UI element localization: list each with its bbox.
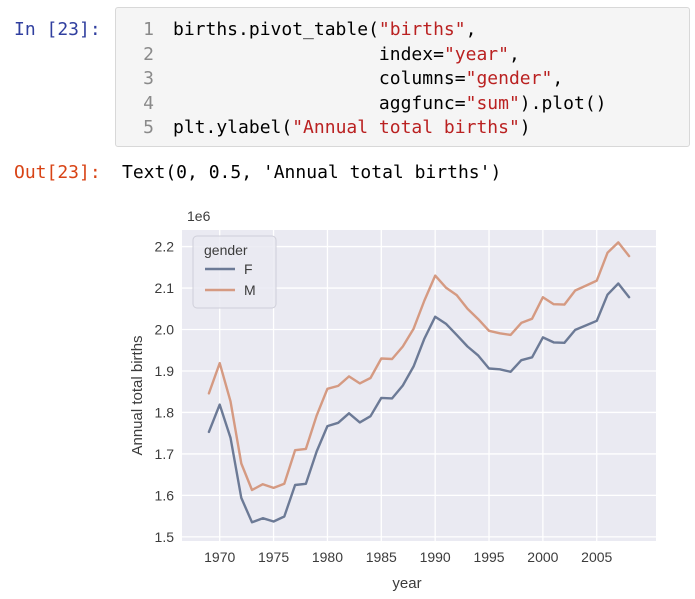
x-tick-label: 1985: [366, 549, 397, 565]
legend-label: M: [244, 282, 256, 298]
code-editor[interactable]: births.pivot_table("births", index="year…: [173, 18, 607, 141]
line-number: 1: [143, 19, 154, 40]
legend-title: gender: [204, 242, 248, 258]
output-prompt: Out[23]:: [14, 162, 101, 183]
y-tick-label: 1.6: [155, 487, 175, 503]
x-tick-label: 2005: [581, 549, 612, 565]
string-token: "gender": [465, 68, 553, 89]
input-prompt: In [23]:: [14, 19, 101, 40]
series-line-M: [207, 241, 631, 492]
x-tick-label: 1975: [258, 549, 289, 565]
code-line: columns="gender",: [173, 67, 607, 92]
code-token: ): [519, 117, 531, 138]
line-number: 5: [143, 117, 154, 138]
y-tick-label: 2.2: [155, 239, 175, 255]
code-cell[interactable]: 1 2 3 4 5 births.pivot_table("births", index…: [115, 7, 690, 147]
axis-offset-label: 1e6: [187, 208, 211, 224]
y-tick-label: 1.8: [155, 404, 175, 420]
line-number-gutter: 1 2 3 4 5: [116, 18, 160, 141]
code-line: aggfunc="sum").plot(): [173, 92, 607, 117]
code-token: aggfunc=: [173, 92, 466, 114]
line-number: 2: [143, 43, 154, 65]
string-token: "year": [443, 43, 509, 65]
x-tick-label: 1980: [312, 549, 343, 565]
code-token: plt.ylabel(: [173, 117, 293, 138]
y-tick-label: 1.9: [155, 363, 175, 379]
string-token: "sum": [465, 92, 520, 114]
code-token: births.pivot_table(: [173, 19, 379, 40]
y-axis-label: Annual total births: [129, 335, 146, 455]
output-text: Text(0, 0.5, 'Annual total births'): [122, 162, 502, 183]
code-token: columns=: [173, 68, 466, 89]
code-line: index="year",: [173, 43, 607, 68]
line-chart: 1.5 1.6 1.7 1.8 1.9 2.0 2.1 2.2 1970 1975 1980 1985…: [129, 208, 656, 592]
code-line: plt.ylabel("Annual total births"): [173, 116, 607, 141]
x-tick-label: 1970: [204, 549, 235, 565]
code-token: index=: [173, 43, 444, 65]
code-line: births.pivot_table("births",: [173, 18, 607, 43]
code-token: ,: [552, 68, 564, 89]
x-axis-label: year: [392, 575, 421, 592]
y-tick-label: 2.0: [155, 322, 175, 338]
y-tick-label: 1.5: [155, 529, 175, 545]
x-tick-label: 2000: [527, 549, 558, 565]
y-tick-label: 2.1: [155, 280, 175, 296]
y-tick-label: 1.7: [155, 446, 175, 462]
string-token: "births": [378, 19, 466, 40]
legend-label: F: [244, 261, 253, 277]
x-tick-label: 1995: [473, 549, 504, 565]
code-token: ,: [465, 19, 477, 40]
line-number: 4: [143, 92, 154, 114]
code-token: ,: [508, 43, 520, 65]
code-token: ).plot(): [519, 92, 607, 114]
series-line-F: [207, 282, 631, 524]
string-token: "Annual total births": [292, 117, 520, 138]
x-tick-label: 1990: [420, 549, 451, 565]
line-number: 3: [143, 68, 154, 89]
